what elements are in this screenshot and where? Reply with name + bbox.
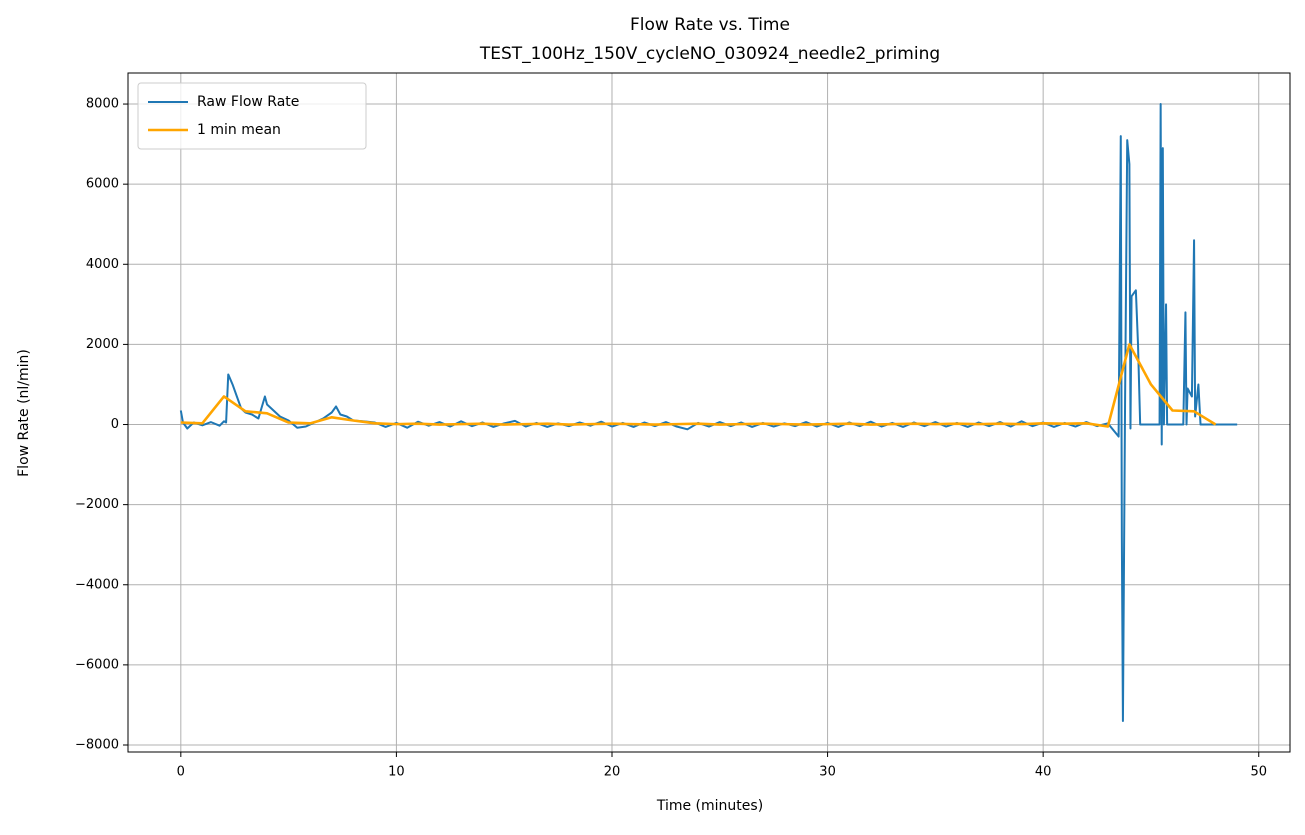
y-tick-label: 4000 bbox=[86, 257, 119, 272]
legend-box bbox=[137, 82, 367, 150]
x-tick-label: 50 bbox=[1250, 765, 1267, 780]
y-tick-label: 0 bbox=[111, 417, 119, 432]
y-axis-label: Flow Rate (nl/min) bbox=[16, 349, 32, 477]
chart-title: Flow Rate vs. Time bbox=[630, 15, 790, 35]
y-tick-label: −2000 bbox=[75, 497, 119, 512]
x-tick-label: 0 bbox=[177, 765, 185, 780]
data-line bbox=[180, 343, 1217, 428]
y-tick-label: 8000 bbox=[86, 97, 119, 112]
data-line bbox=[179, 103, 1238, 722]
plot-frame bbox=[127, 72, 1291, 753]
x-tick-label: 10 bbox=[388, 765, 405, 780]
y-tick-label: 6000 bbox=[86, 177, 119, 192]
legend-label: Raw Flow Rate bbox=[197, 94, 299, 110]
y-tick-label: 2000 bbox=[86, 337, 119, 352]
y-tick-label: −8000 bbox=[75, 737, 119, 752]
y-tick-label: −6000 bbox=[75, 657, 119, 672]
x-axis-label: Time (minutes) bbox=[656, 798, 763, 814]
x-tick-label: 30 bbox=[819, 765, 836, 780]
y-tick-label: −4000 bbox=[75, 577, 119, 592]
legend-label: 1 min mean bbox=[197, 122, 281, 138]
x-tick-label: 20 bbox=[604, 765, 621, 780]
x-tick-label: 40 bbox=[1035, 765, 1052, 780]
chart-subtitle: TEST_100Hz_150V_cycleNO_030924_needle2_p… bbox=[479, 44, 940, 64]
